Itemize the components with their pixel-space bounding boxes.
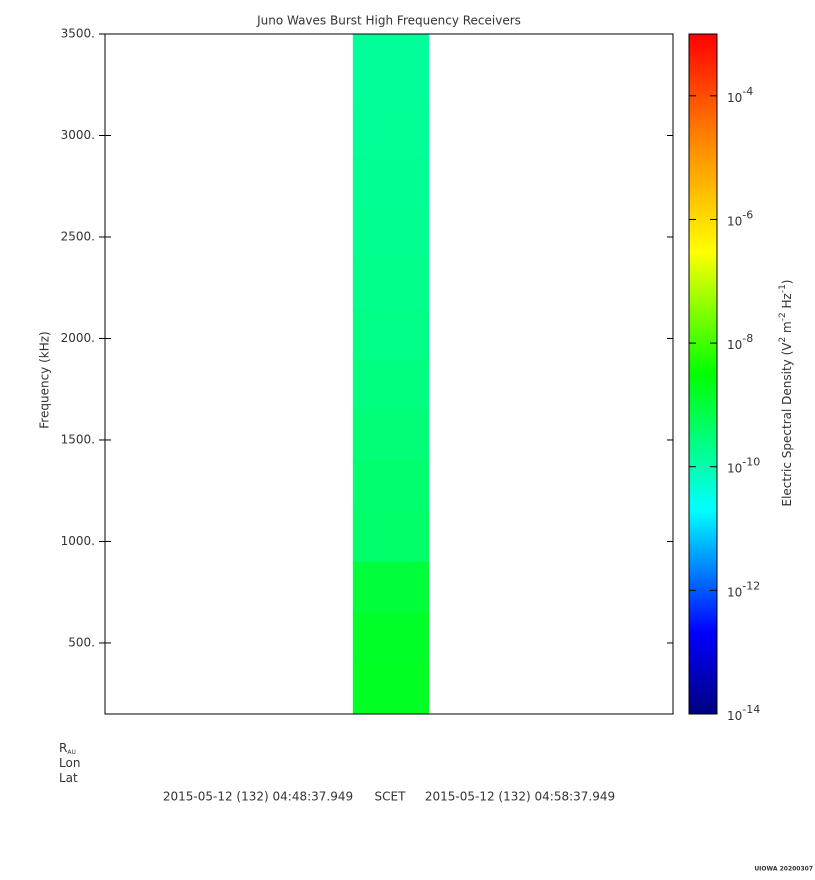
- colorbar-tick-label: 10-12: [727, 579, 760, 599]
- colorbar-label-part: -1: [778, 284, 788, 293]
- colorbar-tick-exponent: -4: [742, 85, 753, 98]
- ephemeris-label-text: R: [59, 741, 67, 755]
- colorbar-tick-label: 10-14: [727, 703, 760, 723]
- colorbar-tick-base: 10: [727, 461, 742, 475]
- colorbar-tick-base: 10: [727, 90, 742, 104]
- spectrogram-cell: [352, 612, 430, 664]
- stamp: UIOWA 20200307: [754, 866, 813, 873]
- colorbar-tick-label: 10-10: [727, 456, 760, 476]
- colorbar-label-part: ): [780, 279, 794, 284]
- ephemeris-label: Lat: [59, 771, 78, 785]
- y-tick-label: 1000.: [61, 534, 95, 548]
- spectrogram-cell: [352, 307, 430, 360]
- colorbar-tick-exponent: -8: [742, 332, 753, 345]
- y-tick-label: 500.: [68, 635, 95, 649]
- colorbar-tick-exponent: -6: [742, 208, 753, 221]
- spectrogram-cell: [352, 409, 430, 461]
- colorbar-tick-label: 10-4: [727, 85, 753, 105]
- colorbar-label-part: Electric Spectral Density (V: [780, 342, 794, 507]
- colorbar-frame: [688, 33, 718, 715]
- footer-middle: SCET: [375, 790, 407, 804]
- colorbar-tick-exponent: -14: [742, 703, 760, 716]
- ephemeris-label-text: Lon: [59, 756, 80, 770]
- plot-frame: [104, 33, 674, 715]
- colorbar-tick-base: 10: [727, 585, 742, 599]
- footer-end: 2015-05-12 (132) 04:58:37.949: [425, 790, 615, 804]
- colorbar-tick-base: 10: [727, 338, 742, 352]
- colorbar-label-part: Hz: [780, 293, 794, 312]
- colorbar-tick-label: 10-6: [727, 208, 753, 228]
- footer-start: 2015-05-12 (132) 04:48:37.949: [163, 790, 353, 804]
- colorbar-label-part: 2: [778, 337, 788, 343]
- y-tick-label: 1500.: [61, 432, 95, 446]
- colorbar-label-part: m: [780, 321, 794, 337]
- spectrogram-cell: [352, 460, 430, 512]
- spectrogram-cell: [352, 206, 430, 258]
- spectrogram-cell: [352, 155, 430, 207]
- spectrogram-cell: [352, 33, 430, 106]
- y-tick-label: 2000.: [61, 331, 95, 345]
- colorbar-tick-base: 10: [727, 709, 742, 723]
- colorbar-label-part: -2: [778, 312, 788, 321]
- y-tick-label: 2500.: [61, 229, 95, 243]
- ephemeris-label: Lon: [59, 756, 80, 770]
- colorbar-tick-exponent: -10: [742, 456, 760, 469]
- y-axis-label: Frequency (kHz): [38, 331, 52, 428]
- chart-title: Juno Waves Burst High Frequency Receiver…: [256, 14, 521, 28]
- spectrogram-cell: [352, 663, 430, 715]
- colorbar-tick-exponent: -12: [742, 579, 760, 592]
- spectrogram-cell: [352, 257, 430, 309]
- colorbar: [689, 34, 717, 714]
- spectrogram-cell: [352, 358, 430, 410]
- spectrogram-cell: [352, 104, 430, 157]
- ephemeris-label-text: Lat: [59, 771, 78, 785]
- spectrogram-cell: [352, 510, 430, 563]
- spectrogram-cell: [352, 561, 430, 613]
- colorbar-tick-label: 10-8: [727, 332, 753, 352]
- colorbar-label: Electric Spectral Density (V2 m-2 Hz-1): [778, 279, 794, 506]
- ephemeris-label: RAU: [59, 741, 76, 756]
- y-tick-label: 3000.: [61, 128, 95, 142]
- colorbar-tick-base: 10: [727, 214, 742, 228]
- y-tick-label: 3500.: [61, 27, 95, 41]
- ephemeris-label-sub: AU: [67, 749, 76, 756]
